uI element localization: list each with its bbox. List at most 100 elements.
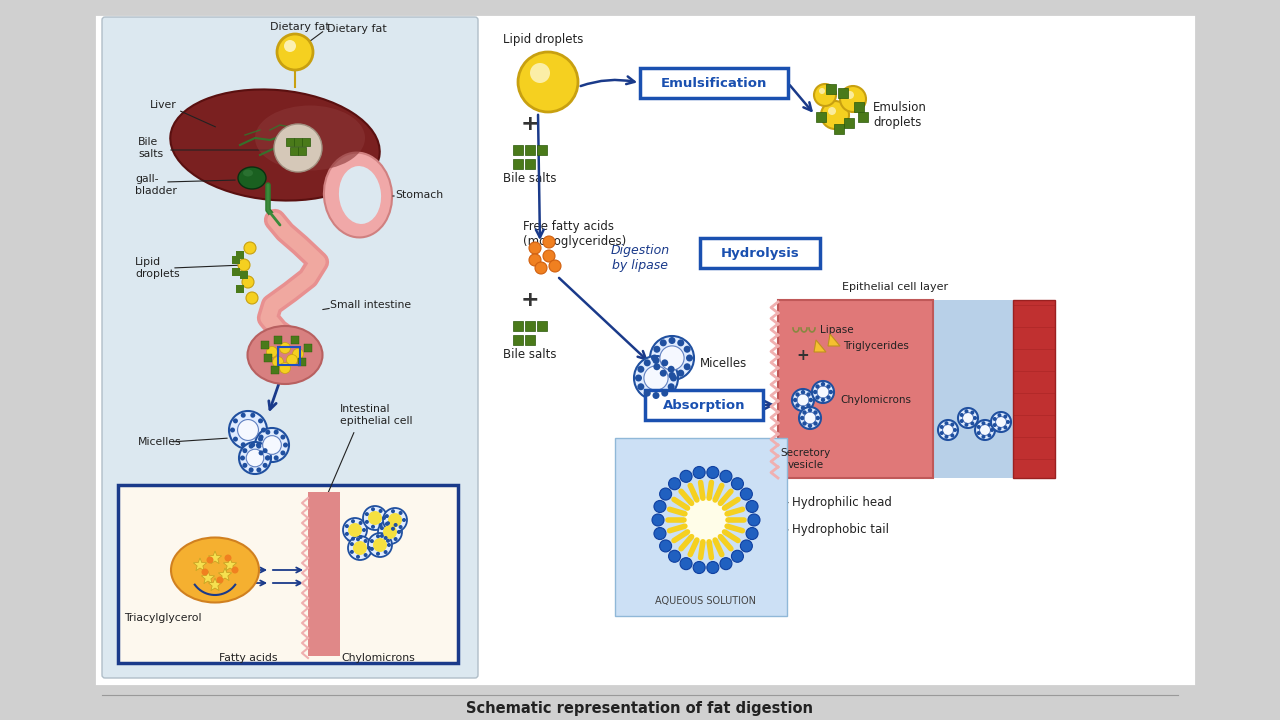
FancyBboxPatch shape — [700, 238, 820, 268]
Circle shape — [653, 346, 660, 353]
Circle shape — [694, 467, 705, 479]
Text: Chylomicrons: Chylomicrons — [342, 653, 415, 663]
Circle shape — [344, 532, 349, 536]
Text: Dietary fat: Dietary fat — [270, 22, 330, 32]
Circle shape — [344, 524, 349, 528]
Circle shape — [945, 435, 948, 438]
Circle shape — [379, 523, 383, 527]
Bar — [835, 124, 844, 134]
Circle shape — [797, 394, 809, 406]
Circle shape — [518, 52, 579, 112]
Circle shape — [543, 236, 556, 248]
Circle shape — [241, 442, 246, 447]
Text: Schematic representation of fat digestion: Schematic representation of fat digestio… — [466, 701, 814, 716]
Circle shape — [287, 354, 297, 366]
Circle shape — [238, 420, 259, 441]
Circle shape — [989, 428, 995, 432]
Circle shape — [262, 448, 268, 453]
Text: Lipid droplets: Lipid droplets — [503, 33, 584, 46]
Circle shape — [680, 470, 692, 482]
Circle shape — [982, 435, 986, 438]
Bar — [271, 366, 279, 374]
Circle shape — [668, 366, 675, 373]
Circle shape — [246, 292, 259, 304]
Circle shape — [659, 369, 667, 377]
Bar — [513, 335, 524, 345]
Circle shape — [812, 381, 835, 403]
Circle shape — [982, 421, 986, 426]
Text: Micelles: Micelles — [700, 356, 748, 369]
Ellipse shape — [255, 106, 365, 171]
Text: Stomach: Stomach — [396, 190, 443, 200]
Bar — [538, 145, 547, 155]
Text: AQUEOUS SOLUTION: AQUEOUS SOLUTION — [655, 596, 756, 606]
Circle shape — [800, 416, 804, 420]
Circle shape — [216, 577, 224, 583]
Circle shape — [356, 537, 360, 541]
FancyBboxPatch shape — [645, 390, 763, 420]
Circle shape — [387, 539, 390, 543]
Circle shape — [256, 443, 261, 448]
Circle shape — [660, 346, 684, 370]
Circle shape — [385, 522, 389, 526]
Circle shape — [803, 421, 806, 426]
Circle shape — [251, 413, 255, 418]
Circle shape — [979, 425, 991, 436]
Circle shape — [233, 418, 238, 423]
Circle shape — [279, 343, 291, 354]
Circle shape — [351, 537, 355, 541]
Circle shape — [262, 463, 268, 468]
Circle shape — [815, 384, 819, 389]
Bar — [844, 118, 854, 128]
Circle shape — [653, 357, 659, 364]
Circle shape — [371, 525, 375, 528]
Circle shape — [677, 369, 685, 377]
Circle shape — [827, 395, 831, 400]
Circle shape — [731, 550, 744, 562]
Circle shape — [840, 86, 867, 112]
Circle shape — [358, 535, 362, 539]
Circle shape — [402, 518, 406, 522]
Circle shape — [731, 478, 744, 490]
Circle shape — [945, 421, 948, 426]
Bar — [305, 344, 312, 352]
Circle shape — [370, 539, 374, 543]
Text: Hydrolysis: Hydrolysis — [721, 246, 800, 259]
Polygon shape — [209, 551, 221, 564]
Circle shape — [230, 428, 236, 433]
Circle shape — [369, 511, 381, 525]
Circle shape — [799, 407, 820, 429]
Text: +: + — [521, 290, 539, 310]
Circle shape — [801, 405, 805, 410]
Circle shape — [261, 428, 266, 433]
Circle shape — [795, 403, 800, 408]
Circle shape — [365, 512, 369, 516]
Circle shape — [372, 538, 387, 552]
Bar — [264, 354, 273, 362]
Circle shape — [376, 534, 380, 539]
Circle shape — [817, 386, 829, 398]
Circle shape — [365, 520, 369, 524]
Ellipse shape — [247, 326, 323, 384]
Circle shape — [1004, 415, 1007, 418]
Circle shape — [229, 411, 268, 449]
Circle shape — [543, 250, 556, 262]
Bar — [291, 147, 298, 155]
Bar — [513, 159, 524, 169]
Text: Small intestine: Small intestine — [330, 300, 411, 310]
Text: Liver: Liver — [150, 100, 177, 110]
Text: Hydrophobic tail: Hydrophobic tail — [792, 523, 890, 536]
Circle shape — [746, 528, 758, 539]
Circle shape — [242, 448, 247, 453]
Text: Hydrophilic head: Hydrophilic head — [792, 495, 892, 508]
Circle shape — [233, 436, 238, 441]
Circle shape — [987, 433, 992, 438]
Circle shape — [828, 390, 833, 395]
Circle shape — [686, 354, 692, 361]
Text: Emulsion
droplets: Emulsion droplets — [873, 101, 927, 129]
Bar — [285, 138, 294, 146]
Circle shape — [707, 467, 719, 479]
Circle shape — [803, 410, 806, 415]
Circle shape — [273, 356, 283, 367]
Circle shape — [977, 431, 980, 435]
